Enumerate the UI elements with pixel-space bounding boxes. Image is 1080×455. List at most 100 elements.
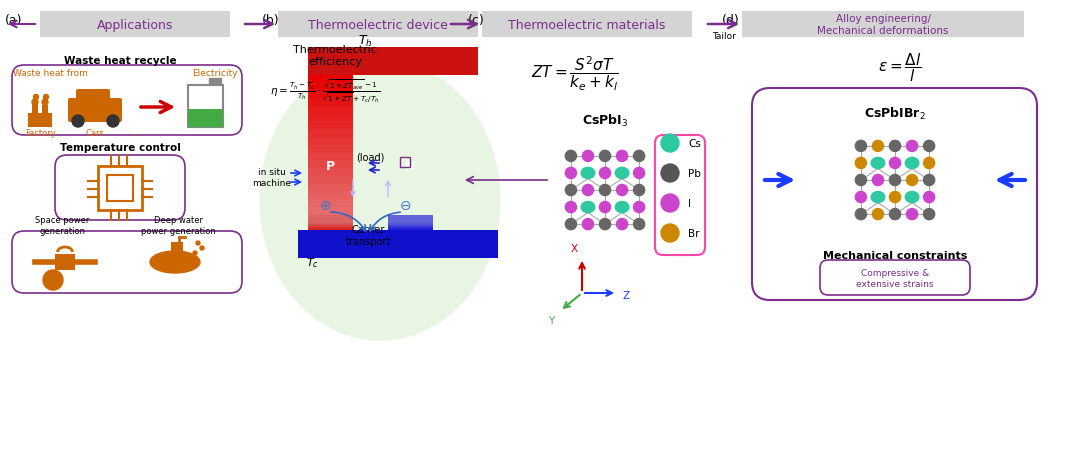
- Text: Br: Br: [688, 228, 700, 238]
- Text: (c): (c): [468, 14, 485, 27]
- Circle shape: [906, 209, 918, 220]
- Text: CsPbI$_3$: CsPbI$_3$: [582, 113, 629, 129]
- Circle shape: [923, 192, 934, 203]
- Bar: [308, 223, 353, 231]
- Circle shape: [855, 192, 866, 203]
- Bar: [308, 217, 353, 224]
- Ellipse shape: [616, 202, 629, 213]
- Bar: [388, 220, 433, 228]
- Bar: [55, 254, 75, 270]
- Text: Thermoelectric device: Thermoelectric device: [308, 19, 448, 31]
- Text: (d): (d): [723, 14, 740, 27]
- Circle shape: [634, 185, 645, 196]
- Circle shape: [599, 151, 610, 162]
- Circle shape: [617, 185, 627, 196]
- Circle shape: [890, 175, 901, 186]
- Text: Thermoelectric materials: Thermoelectric materials: [509, 19, 665, 31]
- Circle shape: [32, 100, 38, 106]
- Text: Electricity: Electricity: [192, 69, 238, 78]
- Circle shape: [661, 135, 679, 153]
- Text: Pb: Pb: [688, 169, 701, 179]
- Bar: [400, 157, 410, 167]
- Bar: [308, 218, 353, 226]
- Ellipse shape: [581, 202, 595, 213]
- Circle shape: [923, 141, 934, 152]
- Text: Cs: Cs: [688, 139, 701, 149]
- Bar: [308, 220, 353, 228]
- Circle shape: [855, 141, 866, 152]
- Circle shape: [565, 219, 577, 230]
- Bar: [388, 222, 433, 230]
- Bar: [308, 138, 353, 146]
- FancyBboxPatch shape: [68, 99, 122, 123]
- Text: Applications: Applications: [97, 19, 173, 31]
- Circle shape: [634, 202, 645, 213]
- Circle shape: [890, 141, 901, 152]
- Text: Alloy engineering/
Mechanical deformations: Alloy engineering/ Mechanical deformatio…: [818, 14, 948, 36]
- Bar: [308, 222, 353, 230]
- Bar: [188, 110, 222, 128]
- Text: $T_c$: $T_c$: [306, 256, 319, 269]
- Text: Mechanical constraints: Mechanical constraints: [823, 250, 968, 260]
- Bar: [308, 220, 353, 228]
- Circle shape: [43, 95, 49, 100]
- Circle shape: [565, 168, 577, 179]
- Bar: [308, 222, 353, 230]
- Circle shape: [599, 219, 610, 230]
- Text: Waste heat recycle: Waste heat recycle: [64, 56, 176, 66]
- Bar: [308, 215, 353, 223]
- Circle shape: [890, 209, 901, 220]
- Circle shape: [617, 151, 627, 162]
- Bar: [482, 12, 692, 38]
- Text: I: I: [688, 198, 691, 208]
- Bar: [308, 215, 353, 223]
- Bar: [32, 104, 38, 114]
- Circle shape: [873, 209, 883, 220]
- Circle shape: [634, 168, 645, 179]
- Bar: [308, 84, 353, 91]
- Circle shape: [599, 185, 610, 196]
- Bar: [188, 86, 222, 128]
- Bar: [308, 222, 353, 229]
- Circle shape: [599, 202, 610, 213]
- Text: CsPbIBr$_2$: CsPbIBr$_2$: [864, 106, 926, 122]
- FancyArrowPatch shape: [370, 213, 401, 232]
- Bar: [28, 114, 52, 128]
- Bar: [308, 218, 353, 226]
- Bar: [42, 106, 48, 114]
- Bar: [388, 223, 433, 231]
- Text: (a): (a): [5, 14, 23, 27]
- Circle shape: [599, 168, 610, 179]
- Bar: [388, 217, 433, 224]
- Bar: [388, 218, 433, 226]
- Text: in situ
machine: in situ machine: [253, 168, 292, 187]
- Circle shape: [873, 141, 883, 152]
- Text: $\varepsilon=\dfrac{\Delta l}{l}$: $\varepsilon=\dfrac{\Delta l}{l}$: [878, 51, 922, 84]
- Bar: [298, 231, 498, 258]
- Ellipse shape: [905, 158, 919, 169]
- Text: Space power
generation: Space power generation: [35, 216, 90, 235]
- Text: Thermoelectric
efficiency: Thermoelectric efficiency: [293, 45, 377, 66]
- Circle shape: [661, 224, 679, 243]
- Bar: [388, 218, 433, 226]
- Bar: [308, 130, 353, 138]
- Text: Carrier
transport: Carrier transport: [346, 225, 391, 246]
- Bar: [107, 176, 133, 202]
- Text: $T_h$: $T_h$: [357, 33, 373, 48]
- Ellipse shape: [616, 168, 629, 179]
- Bar: [388, 220, 433, 228]
- Bar: [308, 91, 353, 99]
- Bar: [308, 220, 353, 228]
- Text: Cars: Cars: [85, 128, 105, 137]
- Circle shape: [565, 151, 577, 162]
- Bar: [308, 218, 353, 226]
- Ellipse shape: [150, 252, 200, 273]
- Bar: [388, 219, 433, 227]
- Bar: [388, 216, 433, 223]
- Bar: [388, 221, 433, 229]
- Bar: [308, 223, 353, 231]
- Bar: [388, 215, 433, 223]
- Bar: [308, 184, 353, 192]
- Ellipse shape: [581, 168, 595, 179]
- Text: (load): (load): [355, 153, 384, 162]
